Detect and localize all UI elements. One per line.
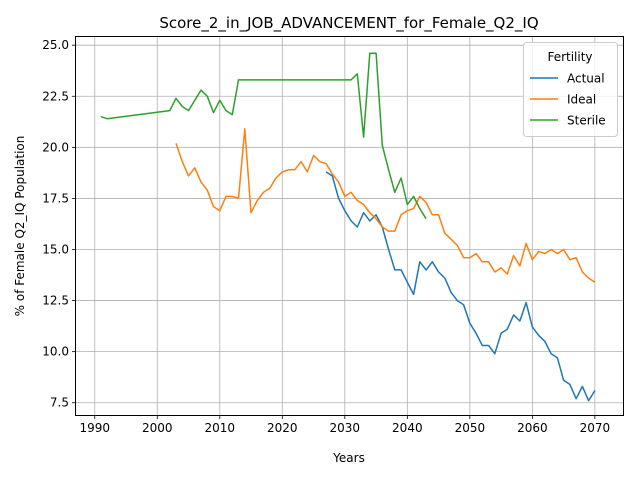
legend-title: Fertility <box>547 50 592 64</box>
x-axis-label: Years <box>332 451 365 465</box>
x-tick-label: 2010 <box>205 421 236 435</box>
legend-label-ideal: Ideal <box>567 93 596 107</box>
legend-items: Actual Ideal Sterile <box>530 72 606 128</box>
x-tick-label: 1990 <box>79 421 110 435</box>
y-tick-label: 12.5 <box>42 294 69 308</box>
legend-box <box>523 42 618 137</box>
x-tick-label: 2020 <box>267 421 298 435</box>
x-tick-label: 2060 <box>517 421 548 435</box>
y-tick-label: 25.0 <box>42 38 69 52</box>
y-axis-label: % of Female Q2_IQ Population <box>13 136 27 317</box>
y-axis-ticks: 7.5 10.0 12.5 15.0 17.5 20.0 22.5 25.0 <box>42 38 76 410</box>
series-lines <box>100 52 596 402</box>
series-line-ideal <box>175 128 596 283</box>
legend-label-sterile: Sterile <box>567 114 606 128</box>
plot-frame <box>75 36 624 416</box>
series-line-sterile <box>100 52 427 220</box>
legend: Fertility Actual Ideal Sterile <box>523 42 618 137</box>
y-tick-label: 7.5 <box>50 396 69 410</box>
legend-label-actual: Actual <box>567 72 605 86</box>
x-tick-label: 2070 <box>580 421 611 435</box>
x-axis-ticks: 1990 2000 2010 2020 2030 2040 2050 2060 2070 <box>79 415 610 435</box>
x-tick-label: 2030 <box>330 421 361 435</box>
y-tick-label: 20.0 <box>42 140 69 154</box>
chart-title: Score_2_in_JOB_ADVANCEMENT_for_Female_Q2… <box>159 14 538 33</box>
x-tick-label: 2050 <box>455 421 486 435</box>
x-tick-label: 2000 <box>142 421 173 435</box>
y-tick-label: 15.0 <box>42 242 69 256</box>
y-tick-label: 17.5 <box>42 191 69 205</box>
series-line-actual <box>325 171 596 402</box>
y-tick-label: 10.0 <box>42 345 69 359</box>
y-tick-label: 22.5 <box>42 89 69 103</box>
x-tick-label: 2040 <box>392 421 423 435</box>
grid <box>76 37 623 415</box>
